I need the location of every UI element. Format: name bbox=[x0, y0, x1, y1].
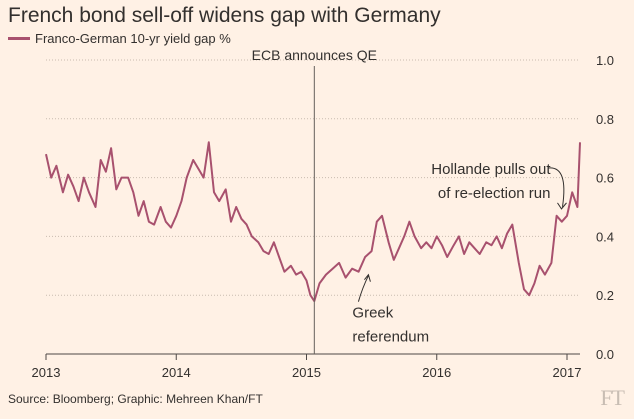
axis-group: 0.0 0.2 0.4 0.6 0.8 1.0 2013 2014 2015 2016 2017 bbox=[32, 53, 615, 380]
greek-annotation-label: Greek bbox=[352, 305, 393, 322]
hollande-arrow bbox=[548, 167, 565, 207]
annotation-group: ECB announces QE Greek referendum Hollande … bbox=[252, 47, 567, 354]
x-tick-label: 2017 bbox=[553, 365, 582, 380]
legend-swatch bbox=[8, 37, 30, 40]
source-note: Source: Bloomberg; Graphic: Mehreen Khan… bbox=[8, 392, 263, 406]
y-tick-label: 0.8 bbox=[596, 112, 614, 127]
y-tick-label: 0.6 bbox=[596, 171, 614, 186]
chart-title: French bond sell-off widens gap with Ger… bbox=[8, 4, 441, 27]
greek-arrowhead bbox=[364, 273, 371, 282]
hollande-annotation-label: Hollande pulls out bbox=[431, 161, 551, 178]
grid-group bbox=[46, 59, 580, 296]
legend-label: Franco-German 10-yr yield gap % bbox=[35, 31, 231, 46]
y-tick-label: 0.4 bbox=[596, 229, 614, 244]
ft-logo: FT bbox=[600, 385, 625, 410]
greek-arrow bbox=[357, 275, 369, 302]
series-group bbox=[45, 141, 581, 303]
y-tick-label: 0.0 bbox=[596, 347, 614, 362]
x-tick-label: 2015 bbox=[292, 365, 321, 380]
chart-legend: Franco-German 10-yr yield gap % bbox=[8, 31, 231, 46]
hollande-arrowhead bbox=[557, 202, 567, 210]
x-tick-label: 2016 bbox=[422, 365, 451, 380]
series-line bbox=[45, 141, 581, 303]
y-tick-label: 0.2 bbox=[596, 288, 614, 303]
x-tick-label: 2013 bbox=[32, 365, 61, 380]
ecb-annotation-label: ECB announces QE bbox=[252, 47, 377, 63]
x-tick-label: 2014 bbox=[162, 365, 191, 380]
hollande-annotation-label: of re-election run bbox=[438, 185, 551, 202]
greek-annotation-label: referendum bbox=[352, 329, 429, 346]
y-tick-label: 1.0 bbox=[596, 53, 614, 68]
